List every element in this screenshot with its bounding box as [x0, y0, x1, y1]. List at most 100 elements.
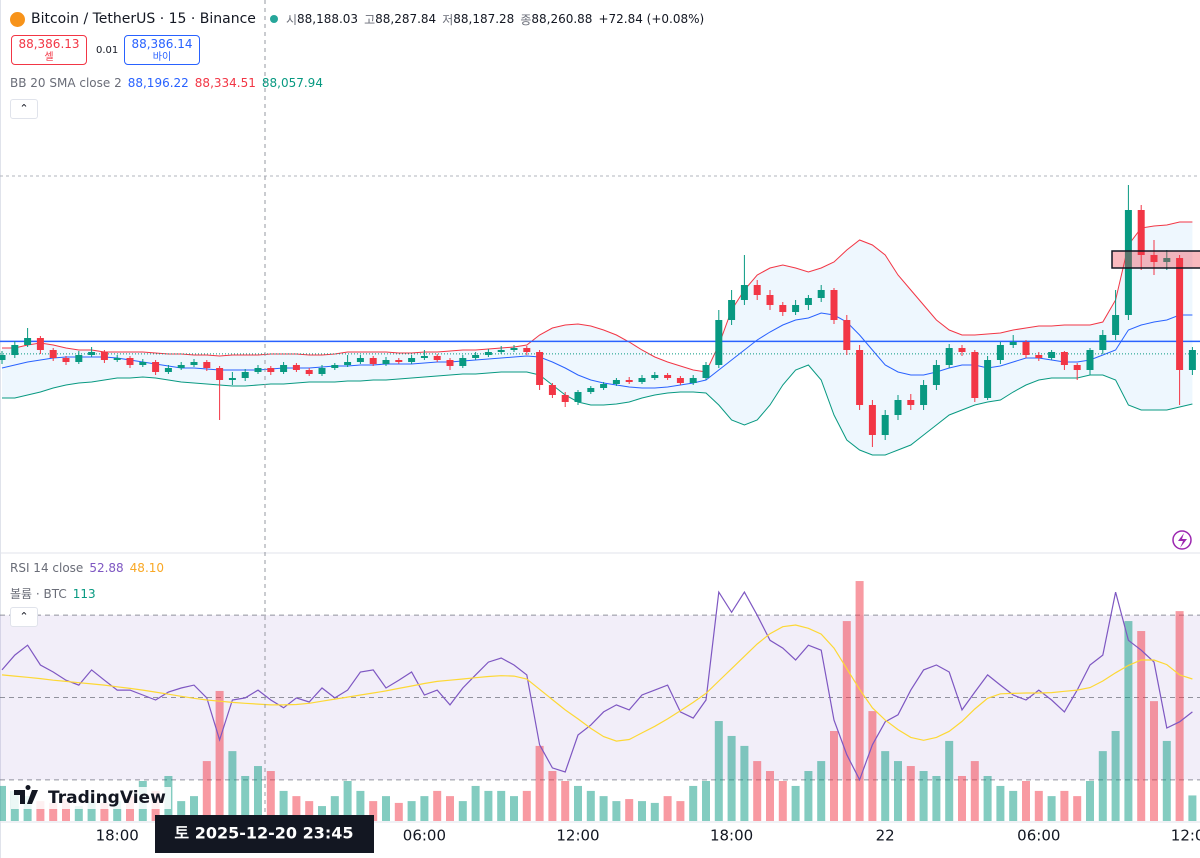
volume-bar [599, 796, 608, 821]
volume-bar [49, 802, 58, 821]
volume-bar [1098, 751, 1107, 821]
candle-body [753, 285, 761, 295]
volume-bar [266, 771, 275, 821]
candle-body [1086, 350, 1094, 370]
volume-bar [1111, 730, 1120, 821]
volume-bar [74, 806, 83, 821]
logo-mark [14, 785, 38, 804]
candle-body [88, 352, 96, 355]
volume-bar [254, 766, 262, 821]
front-layer: 18:00 06:00 12:00 18:00 22 06:00 12:00 [1, 590, 1200, 845]
candle-body [792, 305, 800, 312]
candle-body [0, 355, 6, 360]
candle-body [190, 362, 198, 365]
volume-bar [1188, 795, 1197, 821]
volume-bar [510, 796, 518, 821]
sell-price: 88,386.13 [18, 37, 80, 51]
volume-bar [1034, 790, 1043, 821]
candle-body [1022, 342, 1030, 355]
volume-bar [535, 745, 544, 821]
rsi-label[interactable]: RSI 14 close [10, 561, 84, 575]
candle-body [433, 356, 441, 360]
candle-body [1188, 350, 1196, 370]
volume-bar [1009, 790, 1018, 821]
candle-body [740, 285, 748, 300]
candle-body [881, 415, 889, 435]
candle-body [1163, 258, 1171, 262]
volume-bar [574, 785, 582, 821]
candle-body [561, 395, 569, 402]
candle-body [932, 365, 940, 385]
candle-body [139, 362, 147, 365]
candle-body [600, 384, 608, 388]
volume-bar [484, 790, 493, 821]
volume-bar [1175, 611, 1184, 821]
volume-bar [676, 801, 685, 821]
candle-body [11, 345, 19, 355]
candle-body [446, 360, 454, 366]
candle-body [945, 348, 953, 365]
volume-bar [458, 801, 467, 821]
bb-line [2, 364, 1193, 456]
volume-bar [62, 799, 70, 821]
candle-body [728, 300, 736, 320]
volume-bar [318, 806, 326, 821]
back-layer [0, 221, 1200, 781]
position-box [1111, 250, 1200, 269]
volume-bar [689, 785, 698, 821]
volume-bar [804, 771, 813, 821]
candle-body [408, 358, 416, 362]
bb-label[interactable]: BB 20 SMA close 2 [10, 76, 122, 90]
alert-icon[interactable] [1172, 530, 1192, 550]
volume-bar [36, 801, 45, 821]
candle-body [472, 355, 480, 358]
volume-bar [305, 801, 314, 821]
candle-body [920, 385, 928, 405]
candle-body [830, 290, 838, 320]
buy-button[interactable]: 88,386.14 바이 [124, 35, 200, 65]
candle-body [305, 370, 313, 374]
ohlc-key: 종 [520, 12, 532, 27]
ohlc-key: 고 [364, 12, 376, 27]
volume-bar [663, 796, 672, 821]
volume-bar [241, 775, 250, 821]
collapse-button[interactable]: ⌃ [10, 607, 38, 627]
candle-body [382, 360, 390, 364]
candle-body [318, 368, 326, 374]
candle-body [497, 350, 505, 352]
candle-body [1176, 258, 1184, 370]
candle-body [1035, 355, 1043, 358]
x-tick-label: 22 [876, 827, 895, 845]
candle-body [1112, 315, 1120, 335]
candle-body [523, 348, 531, 352]
collapse-button[interactable]: ⌃ [10, 99, 38, 119]
volume-bar [100, 802, 109, 821]
candle-body [228, 378, 236, 380]
x-tick-label: 18:00 [710, 827, 753, 845]
volume-bar [894, 761, 902, 821]
candle-body [420, 356, 428, 358]
volume-label[interactable]: 볼륨 · BTC [10, 587, 67, 601]
candle-body [395, 360, 403, 362]
sell-button[interactable]: 88,386.13 셀 [11, 35, 87, 65]
candle-body [510, 348, 518, 350]
candle-body [356, 358, 364, 362]
volume-bar [1124, 621, 1133, 821]
symbol[interactable]: Bitcoin / TetherUS · 15 · Binance [31, 11, 256, 27]
candle-body [843, 320, 851, 350]
rsi-line [1, 590, 1193, 782]
crosshair-label: 토 2025-12-20 23:45 [174, 824, 353, 843]
candle-body [254, 368, 262, 372]
candle-body [75, 355, 83, 362]
x-tick-label: 12:00 [556, 827, 599, 845]
rsi-ma-value: 48.10 [129, 561, 165, 575]
candle-body [676, 378, 684, 383]
candle-body [856, 350, 864, 405]
candle-body [152, 362, 160, 372]
candle-body [894, 400, 902, 415]
candle-body [1099, 335, 1107, 350]
volume-bar [446, 796, 454, 821]
volume-bar [369, 801, 378, 821]
candle-body [216, 368, 224, 380]
